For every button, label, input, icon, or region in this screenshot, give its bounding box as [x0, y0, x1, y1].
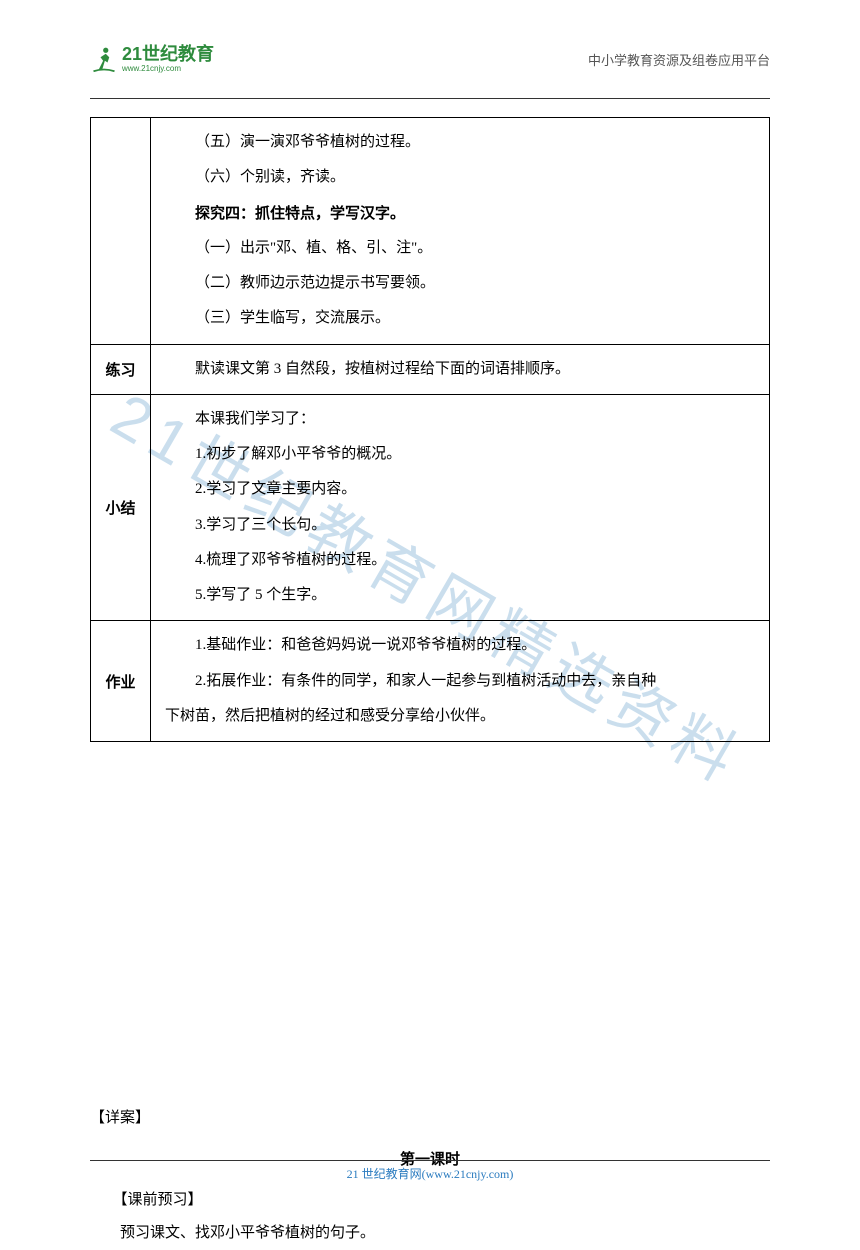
detail-body: 预习课文、找邓小平爷爷植树的句子。 [90, 1217, 770, 1250]
text-line: （六）个别读，齐读。 [165, 160, 755, 195]
text-line: 本课我们学习了： [165, 402, 755, 437]
content-cell: 本课我们学习了： 1.初步了解邓小平爷爷的概况。 2.学习了文章主要内容。 3.… [151, 394, 770, 621]
text-line: 下树苗，然后把植树的经过和感受分享给小伙伴。 [165, 699, 755, 734]
text-line: 默读课文第 3 自然段，按植树过程给下面的词语排顺序。 [165, 352, 755, 387]
logo-main: 21世纪教育 [122, 44, 214, 64]
label-cell-empty [91, 118, 151, 345]
page-container: 21世纪教育 www.21cnjy.com 中小学教育资源及组卷应用平台 （五）… [0, 0, 860, 1216]
label-cell-practice: 练习 [91, 344, 151, 394]
content-cell: 1.基础作业：和爸爸妈妈说一说邓爷爷植树的过程。 2.拓展作业：有条件的同学，和… [151, 621, 770, 742]
text-line: 3.学习了三个长句。 [165, 508, 755, 543]
footer-divider [90, 1160, 770, 1161]
table-row: 小结 本课我们学习了： 1.初步了解邓小平爷爷的概况。 2.学习了文章主要内容。… [91, 394, 770, 621]
table-row: 练习 默读课文第 3 自然段，按植树过程给下面的词语排顺序。 [91, 344, 770, 394]
text-line: 5.学写了 5 个生字。 [165, 578, 755, 613]
lesson-table: （五）演一演邓爷爷植树的过程。 （六）个别读，齐读。 探究四：抓住特点，学写汉字… [90, 117, 770, 742]
text-line: （三）学生临写，交流展示。 [165, 301, 755, 336]
footer-text: 21 世纪教育网(www.21cnjy.com) [347, 1167, 514, 1181]
runner-icon [90, 45, 118, 73]
table-row: 作业 1.基础作业：和爸爸妈妈说一说邓爷爷植树的过程。 2.拓展作业：有条件的同… [91, 621, 770, 742]
logo-sub: www.21cnjy.com [122, 65, 214, 74]
text-line: （二）教师边示范边提示书写要领。 [165, 266, 755, 301]
text-line: 2.拓展作业：有条件的同学，和家人一起参与到植树活动中去，亲自种 [165, 664, 755, 699]
text-line: （一）出示"邓、植、格、引、注"。 [165, 231, 755, 266]
text-line-bold: 探究四：抓住特点，学写汉字。 [165, 196, 755, 231]
header-divider [90, 98, 770, 99]
label-cell-summary: 小结 [91, 394, 151, 621]
page-header: 21世纪教育 www.21cnjy.com 中小学教育资源及组卷应用平台 [90, 40, 770, 78]
detail-subheading: 【课前预习】 [90, 1184, 770, 1217]
table-row: （五）演一演邓爷爷植树的过程。 （六）个别读，齐读。 探究四：抓住特点，学写汉字… [91, 118, 770, 345]
text-line: （五）演一演邓爷爷植树的过程。 [165, 125, 755, 160]
page-footer: 21 世纪教育网(www.21cnjy.com) [90, 1160, 770, 1182]
label-cell-homework: 作业 [91, 621, 151, 742]
content-cell: 默读课文第 3 自然段，按植树过程给下面的词语排顺序。 [151, 344, 770, 394]
text-line: 2.学习了文章主要内容。 [165, 472, 755, 507]
text-line: 1.初步了解邓小平爷爷的概况。 [165, 437, 755, 472]
detail-heading: 【详案】 [90, 1102, 770, 1135]
header-right-text: 中小学教育资源及组卷应用平台 [588, 50, 770, 69]
logo-text: 21世纪教育 www.21cnjy.com [122, 45, 214, 74]
text-line: 1.基础作业：和爸爸妈妈说一说邓爷爷植树的过程。 [165, 628, 755, 663]
logo: 21世纪教育 www.21cnjy.com [90, 45, 214, 74]
content-cell: （五）演一演邓爷爷植树的过程。 （六）个别读，齐读。 探究四：抓住特点，学写汉字… [151, 118, 770, 345]
text-line: 4.梳理了邓爷爷植树的过程。 [165, 543, 755, 578]
